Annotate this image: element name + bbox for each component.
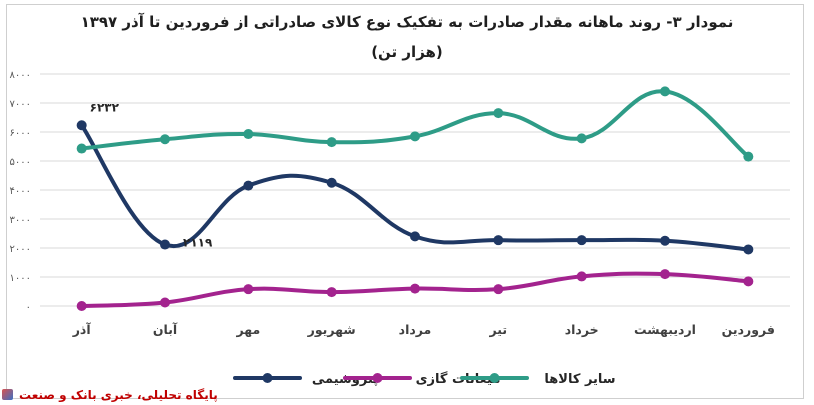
x-category-label: مهر <box>235 322 260 337</box>
x-category-label: اردیبهشت <box>634 322 696 337</box>
legend-marker <box>372 373 383 383</box>
legend-item-3: سایر کالاها <box>460 372 616 387</box>
y-tick-label: ۲۰۰۰ <box>10 244 31 255</box>
data-point <box>660 269 670 280</box>
data-point <box>243 284 254 295</box>
chart-title-line1: نمودار ۳- روند ماهانه مقدار صادرات به تف… <box>81 13 734 31</box>
x-category-label: فروردین <box>722 322 775 337</box>
data-point <box>743 276 754 287</box>
data-point <box>410 131 420 142</box>
legend-label: سایر کالاها <box>544 372 615 387</box>
data-label: ۶۲۳۲ <box>90 100 120 114</box>
data-point <box>76 301 87 311</box>
x-axis-categories: فروردین اردیبهشت خرداد تیر مرداد شهریور مهر آبا… <box>72 322 775 337</box>
legend-marker <box>489 373 500 383</box>
series-3 <box>76 86 754 162</box>
data-point <box>160 239 170 250</box>
data-point <box>660 235 670 246</box>
chart-frame <box>6 4 804 399</box>
chart-title-line2: (هزار تن) <box>371 43 443 61</box>
x-category-label: آبان <box>153 322 178 337</box>
legend-marker <box>262 373 273 383</box>
data-point <box>743 151 754 162</box>
data-point <box>576 133 587 144</box>
x-category-label: مرداد <box>399 322 432 337</box>
data-point <box>410 283 420 294</box>
series-line <box>79 89 751 159</box>
series-2 <box>76 269 754 311</box>
data-point <box>243 180 254 191</box>
data-labels: ۶۲۳۲ ۲۱۱۹ <box>90 100 213 249</box>
data-point <box>326 177 337 188</box>
data-point <box>76 143 87 154</box>
grid-lines <box>40 73 790 307</box>
series-group <box>76 86 754 311</box>
series-line <box>79 123 751 252</box>
data-point <box>160 297 170 308</box>
legend-item-2: میعانات گازی <box>343 371 501 387</box>
data-point <box>576 235 587 246</box>
data-point <box>326 287 337 298</box>
chart-title: نمودار ۳- روند ماهانه مقدار صادرات به تف… <box>81 13 734 61</box>
data-point <box>493 235 504 246</box>
logo-icon <box>2 389 13 400</box>
data-point <box>576 271 587 282</box>
x-category-label: تیر <box>489 322 508 337</box>
x-category-label: آذر <box>72 322 92 337</box>
y-tick-label: ۷۰۰۰ <box>10 99 31 110</box>
data-point <box>160 134 170 145</box>
watermark-text: پایگاه تحلیلی، خبری بانک و صنعت <box>19 387 218 402</box>
series-1 <box>76 120 754 255</box>
legend-label: میعانات گازی <box>416 371 501 387</box>
x-category-label: شهریور <box>307 322 356 337</box>
watermark: پایگاه تحلیلی، خبری بانک و صنعت <box>0 386 218 403</box>
data-point <box>660 86 670 97</box>
data-point <box>493 108 504 119</box>
y-axis-ticks: ۰ ۱۰۰۰ ۲۰۰۰ ۳۰۰۰ ۴۰۰۰ ۵۰۰۰ ۶۰۰۰ ۷۰۰۰ ۸۰۰۰ <box>10 70 31 313</box>
data-point <box>326 137 337 148</box>
x-category-label: خرداد <box>565 322 599 337</box>
y-tick-label: ۳۰۰۰ <box>10 215 31 226</box>
data-point <box>743 244 754 255</box>
data-label: ۲۱۱۹ <box>183 236 213 250</box>
data-point <box>76 120 87 131</box>
y-tick-label: ۸۰۰۰ <box>10 70 31 81</box>
data-point <box>493 284 504 295</box>
data-point <box>243 129 254 140</box>
y-tick-label: ۶۰۰۰ <box>10 128 31 139</box>
y-tick-label: ۱۰۰۰ <box>10 273 31 284</box>
data-point <box>410 231 420 242</box>
y-tick-label: ۵۰۰۰ <box>10 157 31 168</box>
y-tick-label: ۴۰۰۰ <box>10 186 31 197</box>
y-tick-label: ۰ <box>26 302 31 313</box>
